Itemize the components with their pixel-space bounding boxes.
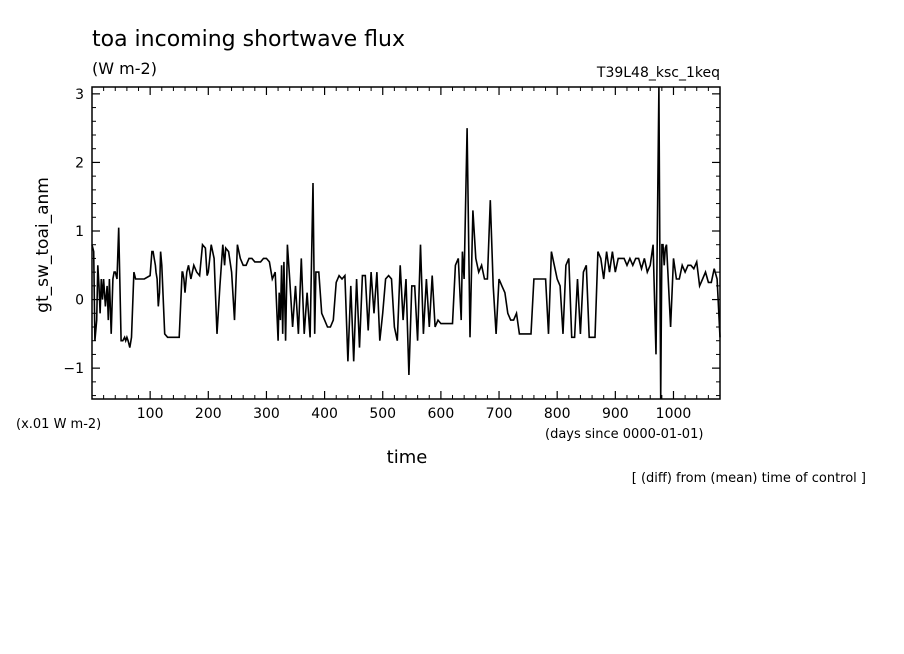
y-tick-label: 3	[75, 87, 84, 103]
run-label: T39L48_ksc_1keq	[596, 65, 720, 81]
x-axis-units: (days since 0000-01-01)	[545, 427, 703, 442]
series-line	[91, 86, 721, 400]
x-axis-label: time	[387, 447, 428, 468]
y-tick-label: 1	[75, 224, 84, 240]
plot-frame	[91, 86, 721, 400]
chart-units: (W m-2)	[92, 59, 157, 78]
x-tick-label: 1000	[656, 406, 692, 422]
control-note: [ (diff) from (mean) time of control ]	[632, 471, 866, 486]
y-axis-ticks: −1 0 1 2 3	[63, 87, 720, 377]
x-tick-label: 300	[253, 406, 280, 422]
x-tick-label: 500	[369, 406, 396, 422]
x-tick-label: 200	[195, 406, 222, 422]
x-tick-label: 100	[137, 406, 164, 422]
x-tick-label: 700	[486, 406, 513, 422]
x-tick-label: 400	[311, 406, 338, 422]
y-scale-label: (x.01 W m-2)	[16, 417, 101, 432]
minor-ticks	[92, 87, 720, 399]
y-tick-label: 2	[75, 155, 84, 171]
x-tick-label: 600	[428, 406, 455, 422]
y-axis-label: gt_sw_toai_anm	[33, 177, 53, 313]
x-tick-label: 800	[544, 406, 571, 422]
y-tick-label: −1	[63, 361, 84, 377]
chart-title: toa incoming shortwave flux	[92, 27, 405, 52]
y-tick-label: 0	[75, 293, 84, 309]
x-axis-ticks: 100 200 300 400 500 600 700 800 900 1000	[137, 87, 692, 422]
x-tick-label: 900	[602, 406, 629, 422]
